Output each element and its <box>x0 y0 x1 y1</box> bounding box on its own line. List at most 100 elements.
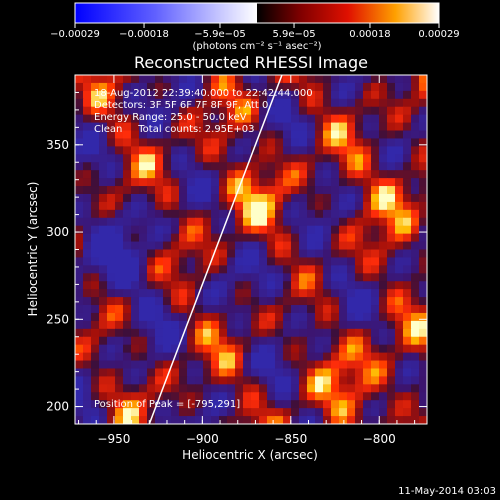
heatmap-cell <box>203 90 212 100</box>
heatmap-cell <box>219 138 228 147</box>
heatmap-cell <box>147 392 156 401</box>
heatmap-cell <box>139 368 148 378</box>
heatmap-cell <box>283 281 292 290</box>
heatmap-cell <box>155 90 164 100</box>
heatmap-cell <box>211 360 220 370</box>
heatmap-cell <box>139 154 148 163</box>
heatmap-cell <box>379 209 388 219</box>
heatmap-cell <box>235 416 244 424</box>
heatmap-cell <box>307 344 316 354</box>
heatmap-cell <box>331 201 340 211</box>
heatmap-cell <box>195 241 204 251</box>
heatmap-cell <box>219 352 228 362</box>
heatmap-cell <box>107 154 116 163</box>
heatmap-cell <box>259 225 268 235</box>
heatmap-cell <box>363 360 372 370</box>
heatmap-cell <box>267 368 276 378</box>
heatmap-cell <box>363 233 372 243</box>
heatmap-cell <box>243 209 252 219</box>
heatmap-cell <box>123 368 132 378</box>
heatmap-cell <box>171 154 180 163</box>
heatmap-cell <box>211 281 220 290</box>
heatmap-cell <box>371 312 380 322</box>
heatmap-cell <box>99 233 108 243</box>
heatmap-cell <box>259 336 268 346</box>
heatmap-cell <box>83 122 92 132</box>
heatmap-cell <box>419 193 427 203</box>
heatmap-cell <box>179 209 188 219</box>
heatmap-cell <box>363 265 372 274</box>
heatmap-cell <box>387 122 396 132</box>
heatmap-cell <box>155 178 164 187</box>
heatmap-cell <box>411 154 420 163</box>
heatmap-cell <box>275 233 284 243</box>
heatmap-cell <box>379 360 388 370</box>
heatmap-cell <box>379 170 388 179</box>
heatmap-cell <box>379 336 388 346</box>
heatmap-cell <box>107 225 116 235</box>
heatmap-cell <box>251 114 260 124</box>
heatmap-cell <box>291 233 300 243</box>
heatmap-cell <box>219 344 228 354</box>
heatmap-cell <box>75 154 84 163</box>
heatmap-cell <box>99 249 108 259</box>
heatmap-cell <box>171 344 180 354</box>
heatmap-cell <box>339 289 348 298</box>
heatmap-cell <box>163 376 172 385</box>
heatmap-cell <box>251 368 260 378</box>
heatmap-cell <box>347 106 356 116</box>
heatmap-cell <box>243 233 252 243</box>
heatmap-cell <box>411 297 420 306</box>
heatmap-cell <box>83 249 92 259</box>
heatmap-cell <box>75 241 84 251</box>
heatmap-cell <box>291 392 300 401</box>
heatmap-cell <box>267 392 276 401</box>
heatmap-cell <box>99 138 108 147</box>
heatmap-cell <box>251 154 260 163</box>
heatmap-cell <box>203 154 212 163</box>
heatmap-cell <box>299 201 308 211</box>
heatmap-cell <box>291 178 300 187</box>
heatmap-cell <box>251 281 260 290</box>
heatmap-cell <box>251 257 260 266</box>
heatmap-cell <box>267 233 276 243</box>
heatmap-cell <box>195 360 204 370</box>
heatmap-cell <box>99 273 108 282</box>
heatmap-cell <box>291 154 300 163</box>
heatmap-cell <box>307 193 316 203</box>
heatmap-cell <box>411 281 420 290</box>
heatmap-cell <box>315 360 324 370</box>
heatmap-cell <box>203 352 212 362</box>
heatmap-cell <box>283 209 292 219</box>
heatmap-cell <box>323 186 332 195</box>
heatmap-cell <box>379 320 388 330</box>
heatmap-cell <box>179 281 188 290</box>
heatmap-cell <box>243 416 252 424</box>
heatmap-cell <box>283 233 292 243</box>
heatmap-cell <box>323 106 332 116</box>
heatmap-cell <box>147 344 156 354</box>
heatmap-cell <box>315 416 324 424</box>
heatmap-cell <box>75 305 84 314</box>
heatmap-cell <box>251 305 260 314</box>
heatmap-cell <box>275 162 284 171</box>
heatmap-cell <box>315 162 324 171</box>
heatmap-cell <box>419 90 427 100</box>
colorbar-tick-label: −0.00029 <box>50 29 100 40</box>
heatmap-cell <box>131 122 140 132</box>
heatmap-cell <box>99 154 108 163</box>
heatmap-cell <box>403 265 412 274</box>
heatmap-cell <box>251 328 260 338</box>
heatmap-cell <box>91 201 100 211</box>
heatmap-cell <box>419 312 427 322</box>
heatmap-cell <box>299 273 308 282</box>
heatmap-cell <box>155 273 164 282</box>
heatmap-cell <box>115 281 124 290</box>
heatmap-cell <box>363 289 372 298</box>
heatmap-cell <box>75 122 84 132</box>
heatmap-cell <box>83 162 92 171</box>
heatmap-cell <box>203 360 212 370</box>
heatmap-cell <box>331 146 340 155</box>
heatmap-cell <box>347 209 356 219</box>
heatmap-cell <box>83 416 92 424</box>
